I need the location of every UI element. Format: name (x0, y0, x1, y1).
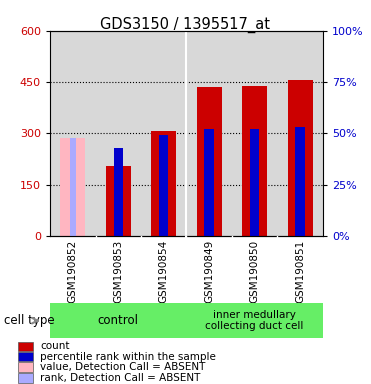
Text: inner medullary
collecting duct cell: inner medullary collecting duct cell (206, 310, 304, 331)
Bar (70, 137, 76, 236)
Bar (18, 352, 33, 361)
Bar (186, 303, 323, 338)
Bar (18, 362, 33, 372)
Text: rank, Detection Call = ABSENT: rank, Detection Call = ABSENT (40, 373, 200, 383)
Bar (204, 129, 214, 238)
Bar (197, 87, 221, 236)
Bar (114, 148, 123, 238)
Text: control: control (98, 314, 139, 327)
Bar (60, 137, 85, 236)
Text: GSM190853: GSM190853 (113, 240, 123, 303)
Text: value, Detection Call = ABSENT: value, Detection Call = ABSENT (40, 362, 206, 372)
Text: percentile rank within the sample: percentile rank within the sample (40, 352, 216, 362)
Bar (295, 127, 305, 238)
Bar (159, 136, 168, 238)
Bar (18, 373, 33, 383)
Text: GSM190851: GSM190851 (295, 240, 305, 303)
Text: GSM190854: GSM190854 (159, 240, 169, 303)
Bar (18, 342, 33, 351)
Bar (250, 129, 259, 238)
Text: GSM190852: GSM190852 (68, 240, 78, 303)
Bar (151, 131, 176, 236)
Text: count: count (40, 341, 70, 351)
Bar (50, 303, 186, 338)
Text: GSM190849: GSM190849 (204, 240, 214, 303)
Text: GSM190850: GSM190850 (250, 240, 260, 303)
Bar (106, 166, 131, 236)
Text: cell type: cell type (4, 314, 54, 327)
Bar (242, 86, 267, 236)
Text: GDS3150 / 1395517_at: GDS3150 / 1395517_at (101, 17, 270, 33)
Bar (288, 80, 312, 236)
